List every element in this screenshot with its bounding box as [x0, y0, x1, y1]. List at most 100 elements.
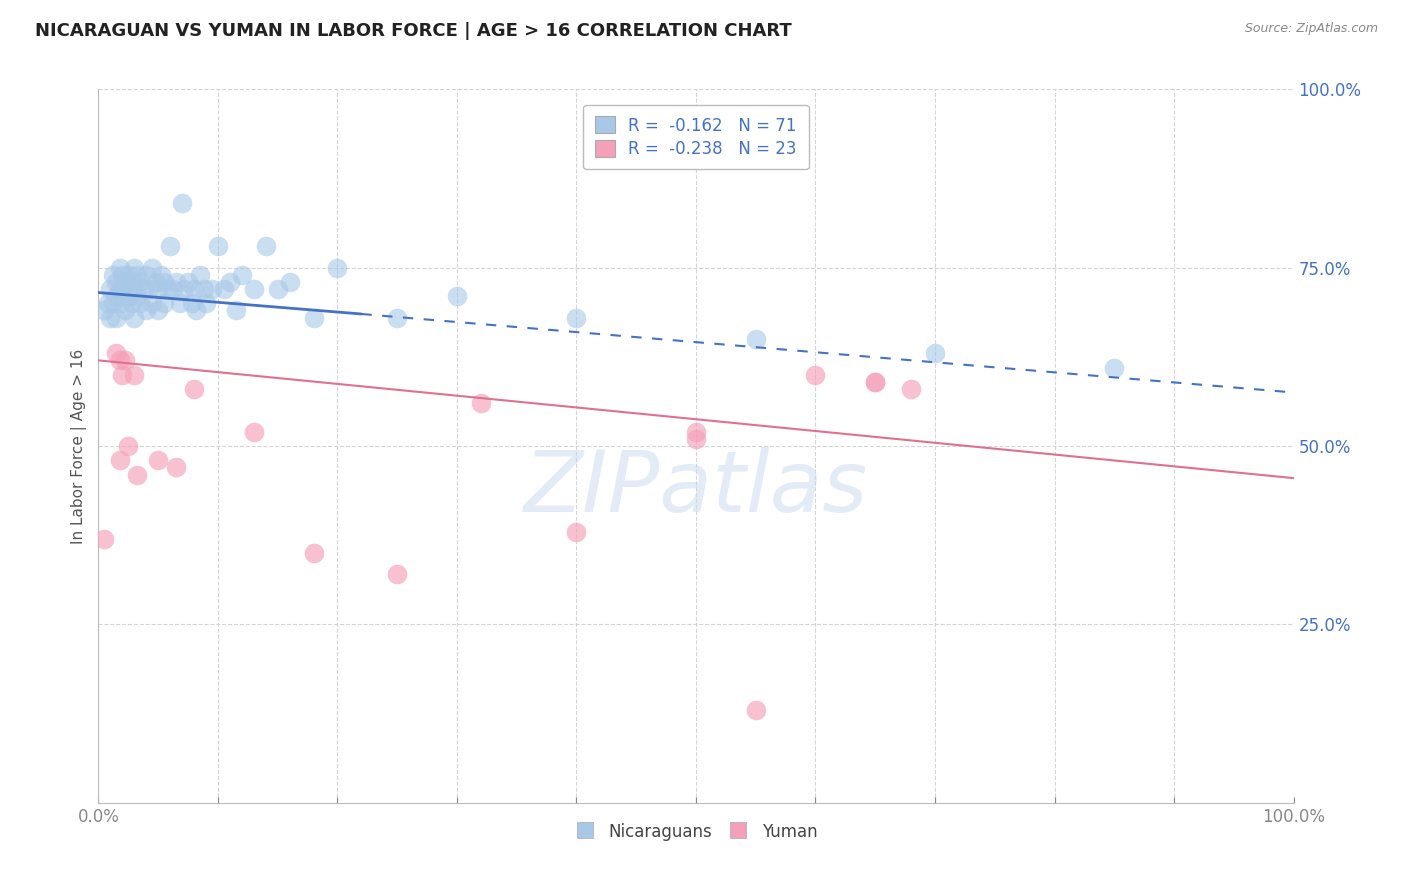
Point — [105, 310, 128, 325]
Point — [745, 332, 768, 346]
Text: ZIPatlas: ZIPatlas — [524, 447, 868, 531]
Point — [183, 382, 205, 396]
Point — [111, 282, 134, 296]
Point — [177, 275, 200, 289]
Point — [93, 303, 115, 318]
Point — [108, 282, 131, 296]
Point — [141, 296, 163, 310]
Point — [745, 703, 768, 717]
Point — [565, 524, 588, 539]
Point — [159, 239, 181, 253]
Point — [98, 310, 122, 325]
Point — [148, 303, 170, 318]
Point — [148, 453, 170, 467]
Text: Source: ZipAtlas.com: Source: ZipAtlas.com — [1244, 22, 1378, 36]
Point — [685, 432, 707, 446]
Point — [162, 282, 184, 296]
Point — [1104, 360, 1126, 375]
Point — [153, 296, 176, 310]
Point — [135, 268, 157, 282]
Point — [111, 368, 134, 382]
Point — [105, 346, 128, 360]
Point — [865, 375, 887, 389]
Point — [565, 310, 588, 325]
Point — [186, 303, 208, 318]
Point — [207, 239, 229, 253]
Point — [132, 282, 155, 296]
Point — [219, 275, 242, 289]
Point — [156, 282, 179, 296]
Point — [114, 275, 136, 289]
Point — [243, 282, 266, 296]
Point — [121, 296, 143, 310]
Point — [101, 296, 124, 310]
Point — [169, 296, 191, 310]
Point — [111, 296, 134, 310]
Point — [105, 289, 128, 303]
Point — [172, 196, 194, 211]
Point — [302, 546, 325, 560]
Point — [145, 275, 167, 289]
Point — [225, 303, 247, 318]
Point — [124, 310, 146, 325]
Point — [183, 282, 205, 296]
Point — [117, 268, 139, 282]
Point — [924, 346, 946, 360]
Point — [231, 268, 253, 282]
Point — [141, 260, 163, 275]
Point — [865, 375, 887, 389]
Point — [165, 275, 187, 289]
Point — [254, 239, 277, 253]
Point — [326, 260, 349, 275]
Point — [117, 289, 139, 303]
Point — [180, 296, 202, 310]
Point — [685, 425, 707, 439]
Point — [125, 268, 148, 282]
Point — [470, 396, 492, 410]
Point — [165, 460, 187, 475]
Point — [125, 467, 148, 482]
Point — [97, 296, 120, 310]
Point — [98, 282, 122, 296]
Point — [173, 282, 195, 296]
Point — [124, 282, 146, 296]
Point — [188, 268, 211, 282]
Point — [201, 282, 224, 296]
Point — [267, 282, 290, 296]
Point — [385, 567, 409, 582]
Point — [101, 268, 124, 282]
Point — [129, 275, 152, 289]
Point — [149, 268, 172, 282]
Point — [900, 382, 922, 396]
Point — [124, 260, 146, 275]
Point — [195, 296, 218, 310]
Point — [804, 368, 827, 382]
Legend: Nicaraguans, Yuman: Nicaraguans, Yuman — [568, 816, 824, 848]
Point — [124, 368, 146, 382]
Point — [114, 303, 136, 318]
Point — [108, 260, 131, 275]
Text: NICARAGUAN VS YUMAN IN LABOR FORCE | AGE > 16 CORRELATION CHART: NICARAGUAN VS YUMAN IN LABOR FORCE | AGE… — [35, 22, 792, 40]
Point — [105, 275, 128, 289]
Point — [111, 268, 134, 282]
Point — [129, 296, 152, 310]
Point — [278, 275, 301, 289]
Point — [212, 282, 235, 296]
Point — [385, 310, 409, 325]
Point — [243, 425, 266, 439]
Point — [125, 289, 148, 303]
Point — [153, 275, 176, 289]
Point — [446, 289, 468, 303]
Point — [108, 453, 131, 467]
Y-axis label: In Labor Force | Age > 16: In Labor Force | Age > 16 — [72, 349, 87, 543]
Point — [138, 282, 160, 296]
Point — [148, 282, 170, 296]
Point — [302, 310, 325, 325]
Point — [93, 532, 115, 546]
Point — [114, 353, 136, 368]
Point — [135, 303, 157, 318]
Point — [108, 353, 131, 368]
Point — [121, 275, 143, 289]
Point — [117, 439, 139, 453]
Point — [193, 282, 215, 296]
